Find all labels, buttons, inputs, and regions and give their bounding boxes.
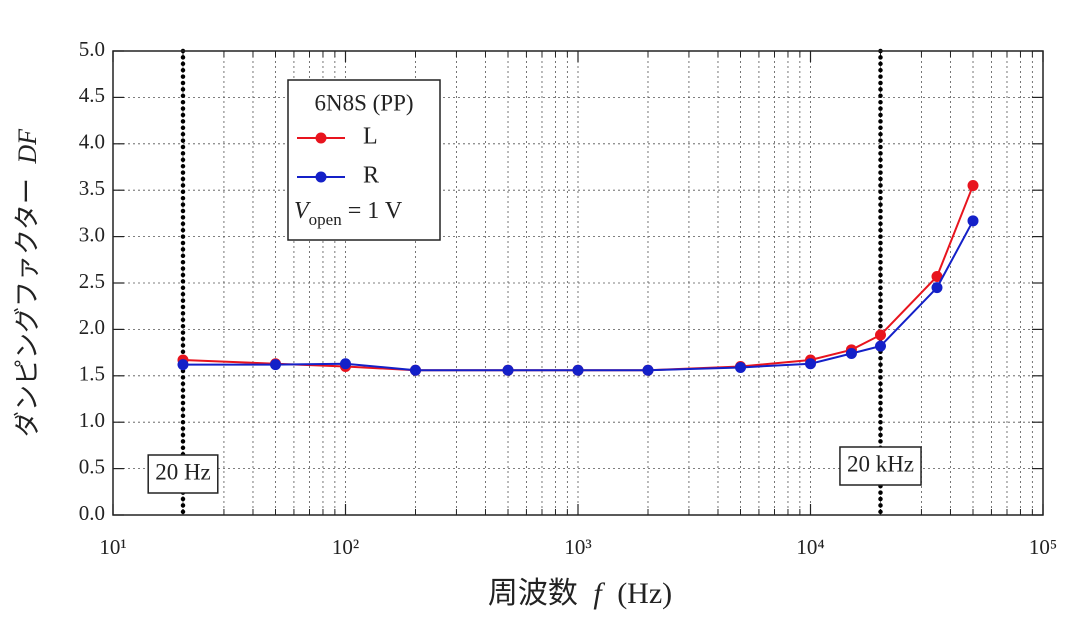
y-tick-label: 3.5 [79,176,105,200]
legend-label: L [363,124,378,150]
plot-frame [112,50,1044,516]
y-tick-label: 1.5 [79,362,105,386]
note-text: = 1 V [348,198,403,224]
y-tick-label: 0.5 [79,454,105,478]
y-tick-label: 5.0 [79,37,105,61]
y-tick-label: 4.0 [79,130,105,154]
legend-title: 6N8S (PP) [314,90,413,115]
annotation-label: 20 Hz [155,459,211,484]
data-point [502,364,514,376]
x-label-text: 周波数 [488,577,578,610]
x-tick-label: 10² [332,535,359,559]
legend-label: R [363,163,379,189]
data-point [967,215,979,227]
legend-marker [315,132,327,144]
y-label-text: ダンピングファクター [13,178,42,437]
y-tick-label: 3.0 [79,222,105,246]
data-point [270,359,282,371]
note-symbol: V [294,198,311,224]
data-point [874,340,886,352]
x-tick-label: 10³ [564,535,591,559]
y-tick-label: 4.5 [79,83,105,107]
marks [177,48,979,518]
data-point [845,348,857,360]
data-point [931,282,943,294]
annotation-label: 20 kHz [847,451,914,476]
data-point [735,361,747,373]
x-label-symbol: f [593,577,605,610]
data-point [642,364,654,376]
legend-note: Vopen = 1 V [294,198,403,229]
data-point [409,364,421,376]
x-tick-label: 10⁴ [796,535,824,559]
y-tick-label: 1.0 [79,408,105,432]
annotation-box [147,454,219,494]
y-tick-label: 2.5 [79,269,105,293]
data-point [177,359,189,371]
y-tick-label: 0.0 [79,501,105,525]
y-tick-label: 2.0 [79,315,105,339]
x-tick-label: 10¹ [99,535,126,559]
data-point [931,271,943,283]
y-axis-label: ダンピングファクター DF [13,128,42,437]
x-label-unit: (Hz) [617,577,672,610]
annotation-box [839,446,922,486]
data-point [340,358,351,370]
note-subscript: open [309,210,343,229]
data-point [874,329,886,341]
legend-box [287,79,441,241]
x-tick-label: 10⁵ [1029,535,1057,559]
data-point [967,180,979,192]
data-point [572,364,584,376]
legend: 6N8S (PP) Vopen = 1 V LR [287,79,441,241]
x-axis-label: 周波数 f (Hz) [488,577,672,610]
legend-marker [315,171,327,183]
data-point [805,358,816,370]
y-label-symbol: DF [13,128,42,165]
